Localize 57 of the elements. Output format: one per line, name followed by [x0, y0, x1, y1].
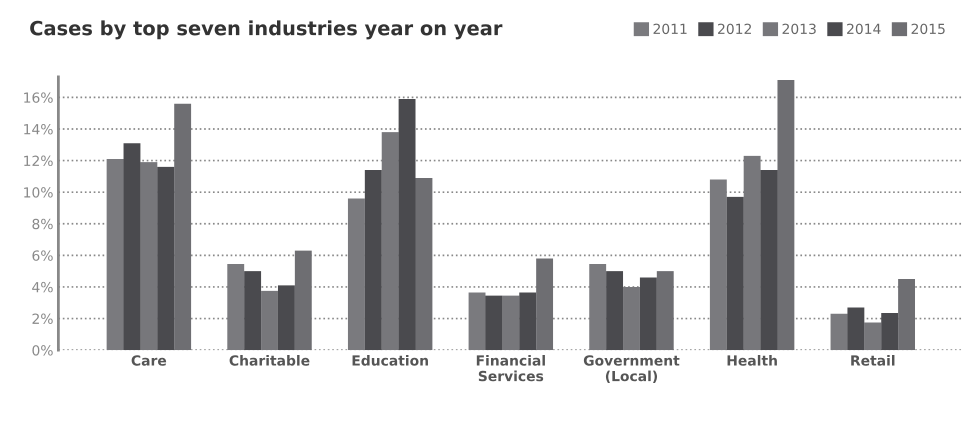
bar [468, 292, 486, 350]
x-tick-label: Health [728, 355, 777, 366]
bar [830, 314, 848, 350]
x-tick-label: Care [132, 355, 166, 366]
chart-title: Cases by top seven industries year on year [30, 20, 502, 40]
y-tick-label: 12% [24, 156, 53, 166]
bar [864, 322, 882, 350]
bar [519, 292, 536, 350]
bar [623, 286, 640, 350]
bar [710, 180, 727, 350]
bar [278, 285, 295, 350]
bar [656, 271, 674, 350]
bar [348, 198, 365, 350]
y-tick-label: 6% [32, 250, 53, 261]
legend-label: 2014 [847, 24, 881, 34]
y-tick-label: 8% [32, 218, 53, 230]
x-tick-label: Retail [851, 355, 894, 366]
bar [106, 159, 124, 350]
y-tick-label: 0% [32, 345, 53, 356]
x-tick-label: Financial Services [476, 355, 545, 382]
legend-label: 2015 [912, 24, 945, 34]
bar [502, 296, 520, 350]
bar [589, 264, 606, 350]
y-tick-label: 14% [24, 124, 53, 134]
y-tick-label: 2% [32, 314, 53, 324]
x-tick-label: Government (Local) [584, 355, 680, 383]
x-tick-label: Education [352, 355, 428, 366]
bar [640, 277, 657, 350]
bar [382, 132, 399, 350]
bar [536, 258, 554, 350]
bar [140, 162, 158, 350]
bar [485, 296, 502, 350]
bar [294, 250, 312, 350]
bar [416, 178, 432, 350]
y-tick-label: 10% [24, 187, 53, 198]
bar [606, 271, 624, 350]
bar [760, 170, 778, 350]
bar [881, 313, 898, 350]
legend-label: 2011 [654, 24, 687, 34]
y-tick-label: 4% [32, 282, 53, 292]
x-tick-label: Charitable [230, 355, 310, 366]
bar [227, 264, 244, 350]
bar [777, 80, 794, 350]
bar [261, 290, 278, 350]
y-tick-label: 16% [24, 92, 53, 103]
bar [898, 279, 916, 350]
bar [847, 307, 864, 350]
bar [174, 104, 192, 350]
bar [398, 98, 416, 350]
legend-label: 2012 [718, 24, 751, 34]
legend-label: 2013 [782, 24, 816, 34]
bar [744, 156, 761, 350]
bar [157, 166, 174, 350]
bar [726, 196, 744, 350]
bar [124, 143, 140, 350]
bar [364, 170, 382, 350]
bar [244, 271, 262, 350]
